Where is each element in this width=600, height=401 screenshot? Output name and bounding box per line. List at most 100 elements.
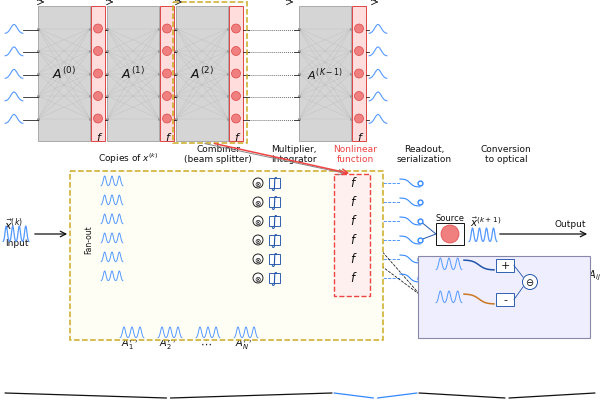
- Circle shape: [253, 254, 263, 264]
- Circle shape: [94, 47, 103, 56]
- Circle shape: [232, 92, 241, 101]
- Circle shape: [94, 115, 103, 124]
- Text: $\vec{A}_1^{(k)}$: $\vec{A}_1^{(k)}$: [121, 333, 139, 351]
- Circle shape: [163, 25, 172, 34]
- Text: $\vec{x}^{(2)}$: $\vec{x}^{(2)}$: [174, 0, 192, 4]
- Text: $\cdots$: $\cdots$: [200, 338, 212, 348]
- Circle shape: [355, 70, 364, 79]
- Text: f: f: [357, 133, 361, 143]
- Text: f: f: [350, 215, 354, 228]
- Text: $\int$: $\int$: [271, 213, 278, 231]
- FancyBboxPatch shape: [337, 176, 367, 190]
- Text: $A_{ij}x_j$: $A_{ij}x_j$: [588, 268, 600, 282]
- Text: Copies of $x^{(k)}$: Copies of $x^{(k)}$: [98, 151, 158, 166]
- FancyBboxPatch shape: [160, 7, 174, 142]
- Text: f: f: [350, 272, 354, 285]
- FancyBboxPatch shape: [107, 7, 159, 142]
- Text: $\vec{x}^{(k)}$: $\vec{x}^{(k)}$: [4, 216, 23, 233]
- Text: -: -: [503, 295, 507, 305]
- Text: $\vec{x}^{(3)}$: $\vec{x}^{(3)}$: [285, 0, 303, 4]
- Circle shape: [253, 198, 263, 207]
- FancyBboxPatch shape: [269, 198, 280, 207]
- Text: Nonlinear
function: Nonlinear function: [333, 144, 377, 164]
- Text: $\int$: $\int$: [271, 251, 278, 269]
- Circle shape: [163, 70, 172, 79]
- Text: +: +: [500, 261, 509, 271]
- Text: Fan-out: Fan-out: [84, 225, 93, 254]
- FancyBboxPatch shape: [352, 7, 366, 142]
- FancyBboxPatch shape: [229, 7, 243, 142]
- Circle shape: [355, 47, 364, 56]
- Circle shape: [253, 217, 263, 227]
- FancyBboxPatch shape: [269, 235, 280, 245]
- Text: f: f: [350, 177, 354, 190]
- Text: $\int$: $\int$: [271, 269, 278, 288]
- FancyBboxPatch shape: [269, 178, 280, 188]
- Text: $\vec{x}^{(k+1)}$: $\vec{x}^{(k+1)}$: [470, 215, 501, 229]
- Text: $\vec{A}_2^{(k)}$: $\vec{A}_2^{(k)}$: [159, 333, 177, 351]
- FancyBboxPatch shape: [38, 7, 90, 142]
- Text: $\int$: $\int$: [271, 175, 278, 193]
- Text: $A^{(1)}$: $A^{(1)}$: [121, 67, 145, 82]
- FancyBboxPatch shape: [269, 273, 280, 283]
- Text: f: f: [350, 253, 354, 266]
- Text: $\int$: $\int$: [271, 232, 278, 250]
- FancyBboxPatch shape: [418, 256, 590, 338]
- Circle shape: [253, 273, 263, 283]
- Text: $\otimes$: $\otimes$: [254, 179, 262, 188]
- FancyBboxPatch shape: [299, 7, 351, 142]
- Circle shape: [232, 115, 241, 124]
- Circle shape: [355, 92, 364, 101]
- Circle shape: [355, 115, 364, 124]
- FancyBboxPatch shape: [70, 172, 383, 340]
- Text: $\int$: $\int$: [271, 194, 278, 212]
- Text: f: f: [234, 133, 238, 143]
- Circle shape: [232, 25, 241, 34]
- FancyBboxPatch shape: [334, 174, 370, 296]
- FancyBboxPatch shape: [337, 271, 367, 284]
- Text: Conversion
to optical: Conversion to optical: [481, 144, 532, 164]
- Text: $\vec{x}^{(1)}$: $\vec{x}^{(1)}$: [105, 0, 123, 4]
- Circle shape: [253, 178, 263, 188]
- FancyBboxPatch shape: [80, 176, 97, 302]
- FancyBboxPatch shape: [496, 259, 514, 272]
- Circle shape: [163, 115, 172, 124]
- Circle shape: [232, 47, 241, 56]
- Circle shape: [232, 70, 241, 79]
- Circle shape: [94, 92, 103, 101]
- Text: f: f: [165, 133, 169, 143]
- Text: $\vec{A}_N^{(k)}$: $\vec{A}_N^{(k)}$: [235, 333, 253, 351]
- Text: Output: Output: [554, 219, 586, 229]
- FancyBboxPatch shape: [176, 7, 228, 142]
- Text: $\vec{x}^{(0)}$: $\vec{x}^{(0)}$: [36, 0, 54, 4]
- Text: $\otimes$: $\otimes$: [254, 274, 262, 283]
- Circle shape: [355, 25, 364, 34]
- Text: Readout,
serialization: Readout, serialization: [397, 144, 452, 164]
- Circle shape: [163, 47, 172, 56]
- FancyBboxPatch shape: [91, 7, 105, 142]
- Text: $A_{ij}$: $A_{ij}$: [422, 292, 435, 306]
- FancyBboxPatch shape: [337, 215, 367, 227]
- Text: Multiplier,
integrator: Multiplier, integrator: [271, 144, 317, 164]
- FancyBboxPatch shape: [436, 223, 464, 245]
- Text: Source: Source: [436, 213, 464, 223]
- Text: $A^{(0)}$: $A^{(0)}$: [52, 67, 76, 82]
- FancyBboxPatch shape: [337, 233, 367, 246]
- Circle shape: [253, 235, 263, 245]
- FancyBboxPatch shape: [337, 196, 367, 209]
- Text: Combiner
(beam splitter): Combiner (beam splitter): [184, 144, 252, 164]
- Text: f: f: [350, 196, 354, 209]
- Text: Weights: Weights: [82, 325, 118, 334]
- Text: $\ominus$: $\ominus$: [526, 277, 535, 288]
- Text: f: f: [96, 133, 100, 143]
- Text: f: f: [350, 234, 354, 247]
- Circle shape: [441, 225, 459, 243]
- Text: $\otimes$: $\otimes$: [254, 217, 262, 226]
- FancyBboxPatch shape: [496, 293, 514, 306]
- Text: $\vec{x}^{(K)}$: $\vec{x}^{(K)}$: [370, 0, 388, 4]
- Circle shape: [94, 25, 103, 34]
- Text: $A^{(2)}$: $A^{(2)}$: [190, 67, 214, 82]
- FancyBboxPatch shape: [269, 217, 280, 227]
- Text: $\otimes$: $\otimes$: [254, 198, 262, 207]
- Text: $\otimes$: $\otimes$: [254, 255, 262, 264]
